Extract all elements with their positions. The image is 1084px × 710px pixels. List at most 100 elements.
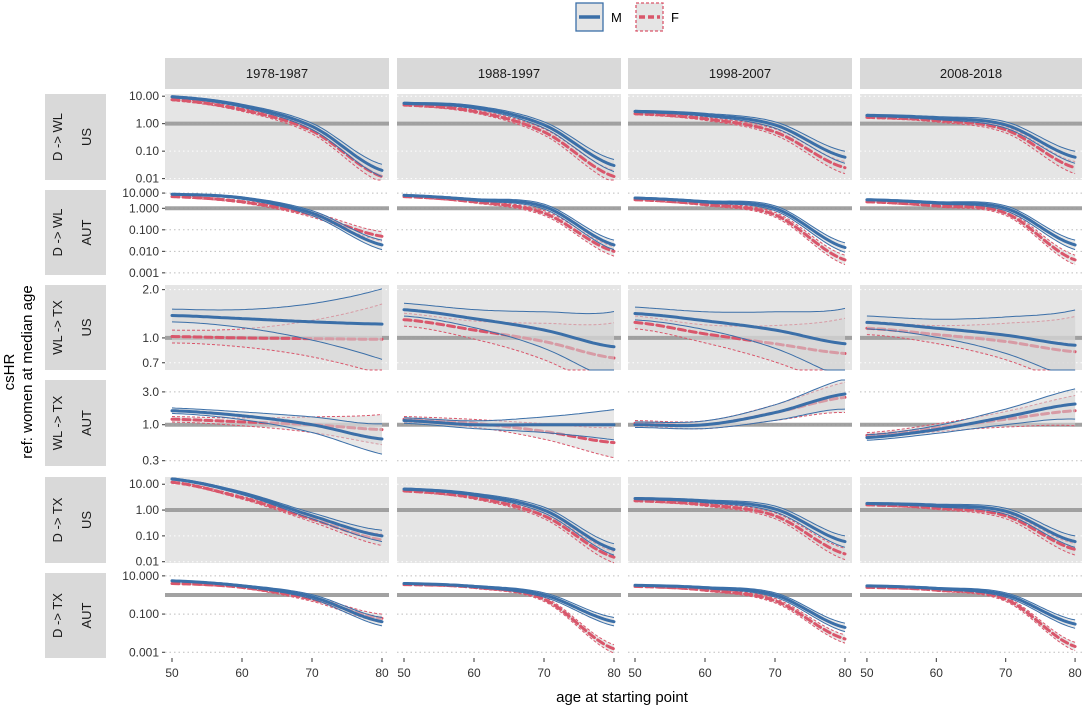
panel	[165, 190, 389, 275]
row-strip	[45, 94, 106, 180]
x-tick-label: 60	[930, 666, 944, 680]
panel	[628, 379, 852, 466]
ci-band-M	[172, 477, 382, 542]
row-strip-country: US	[79, 318, 94, 336]
ci-upper-F	[866, 586, 1076, 643]
y-tick-label: 1.000	[129, 201, 159, 215]
line-M	[633, 497, 847, 544]
panel	[165, 477, 389, 563]
ci-band-M	[635, 307, 845, 370]
y-tick-label: 0.001	[129, 266, 159, 280]
panel	[628, 573, 852, 658]
ci-upper-M	[403, 409, 615, 422]
ci-band-F	[866, 201, 1076, 265]
ci-upper-M	[866, 388, 1076, 436]
line-F	[633, 499, 847, 556]
row-strip-country: US	[79, 511, 94, 529]
panel	[397, 380, 621, 466]
ci-upper-M	[171, 288, 383, 311]
line-M	[402, 101, 616, 167]
row-strip-transition: D -> WL	[50, 208, 65, 256]
ci-band-F	[172, 481, 382, 546]
ci-lower-M	[634, 319, 845, 371]
line-M	[402, 193, 616, 247]
ci-upper-M	[171, 407, 382, 425]
y-tick-label: 0.010	[129, 244, 159, 258]
y-axis-title-line1: csHR	[1, 354, 18, 391]
y-tick-label: 0.10	[136, 529, 160, 543]
y-tick-label: 0.3	[142, 454, 159, 468]
y-tick-label: 0.01	[136, 555, 160, 569]
ci-upper-F	[866, 200, 1076, 256]
x-tick-label: 80	[375, 666, 389, 680]
ci-lower-F	[403, 325, 614, 371]
y-tick-label: 0.100	[129, 223, 159, 237]
line-M	[633, 109, 847, 159]
line-M	[865, 320, 1077, 347]
y-tick-label: 1.0	[142, 418, 159, 432]
panel-background	[165, 477, 389, 563]
row-strip	[45, 477, 106, 563]
line-M	[633, 196, 847, 249]
row-strip-country: US	[79, 128, 94, 146]
ci-lower-M	[635, 408, 846, 430]
line-M	[170, 409, 384, 441]
x-tick-label: 50	[165, 666, 179, 680]
y-tick-label: 3.0	[142, 385, 159, 399]
row-strip-country: AUT	[79, 410, 94, 436]
y-tick-label: 1.0	[142, 331, 159, 345]
row-strip-country: AUT	[79, 219, 94, 245]
line-M	[402, 487, 616, 551]
x-tick-label: 50	[860, 666, 874, 680]
line-M	[170, 192, 384, 247]
y-axis-title-line2: ref: women at median age	[19, 285, 36, 458]
y-tick-label: 10.00	[129, 89, 159, 103]
panels	[165, 94, 1082, 658]
ci-lower-F	[866, 117, 1076, 175]
ci-lower-M	[403, 315, 614, 371]
panel	[397, 477, 621, 564]
ci-upper-M	[634, 306, 846, 313]
row-strip-country: AUT	[79, 602, 94, 628]
panel	[397, 94, 621, 181]
line-F	[402, 489, 616, 559]
line-M	[633, 392, 847, 428]
column-strip-label: 2008-2018	[940, 66, 1002, 81]
ci-band-M	[172, 407, 382, 455]
column-strips: 1978-1987 1988-1997 1998-2007 2008-2018	[165, 58, 1082, 89]
line-M	[170, 477, 384, 538]
ci-lower-M	[866, 328, 1076, 371]
line-M	[402, 419, 616, 427]
x-axis-title: age at starting point	[556, 689, 689, 706]
ci-lower-M	[171, 412, 383, 455]
ci-band-F	[635, 198, 845, 265]
line-F	[865, 200, 1077, 262]
line-F	[633, 198, 847, 262]
line-M	[865, 584, 1077, 626]
panel	[165, 94, 389, 181]
panel	[860, 285, 1082, 371]
ci-upper-M	[866, 309, 1076, 320]
panel-background	[860, 477, 1082, 563]
row-strip-transition: WL -> TX	[50, 395, 65, 450]
ci-upper-M	[635, 379, 845, 423]
ci-upper-M	[403, 302, 615, 315]
panel-background	[628, 477, 852, 563]
x-tick-label: 70	[768, 666, 782, 680]
panel	[860, 94, 1082, 180]
row-strip-transition: D -> TX	[50, 497, 65, 542]
panel-background	[860, 94, 1082, 180]
panel-background	[397, 94, 621, 180]
line-M	[170, 95, 384, 172]
line-M	[865, 198, 1077, 247]
column-strip-label: 1978-1987	[246, 66, 308, 81]
line-M	[402, 308, 616, 349]
column-strip-label: 1998-2007	[709, 66, 771, 81]
row-strip	[45, 285, 106, 370]
x-tick-label: 60	[698, 666, 712, 680]
panel	[628, 477, 852, 563]
x-tick-label: 70	[537, 666, 551, 680]
y-tick-label: 0.100	[129, 607, 159, 621]
